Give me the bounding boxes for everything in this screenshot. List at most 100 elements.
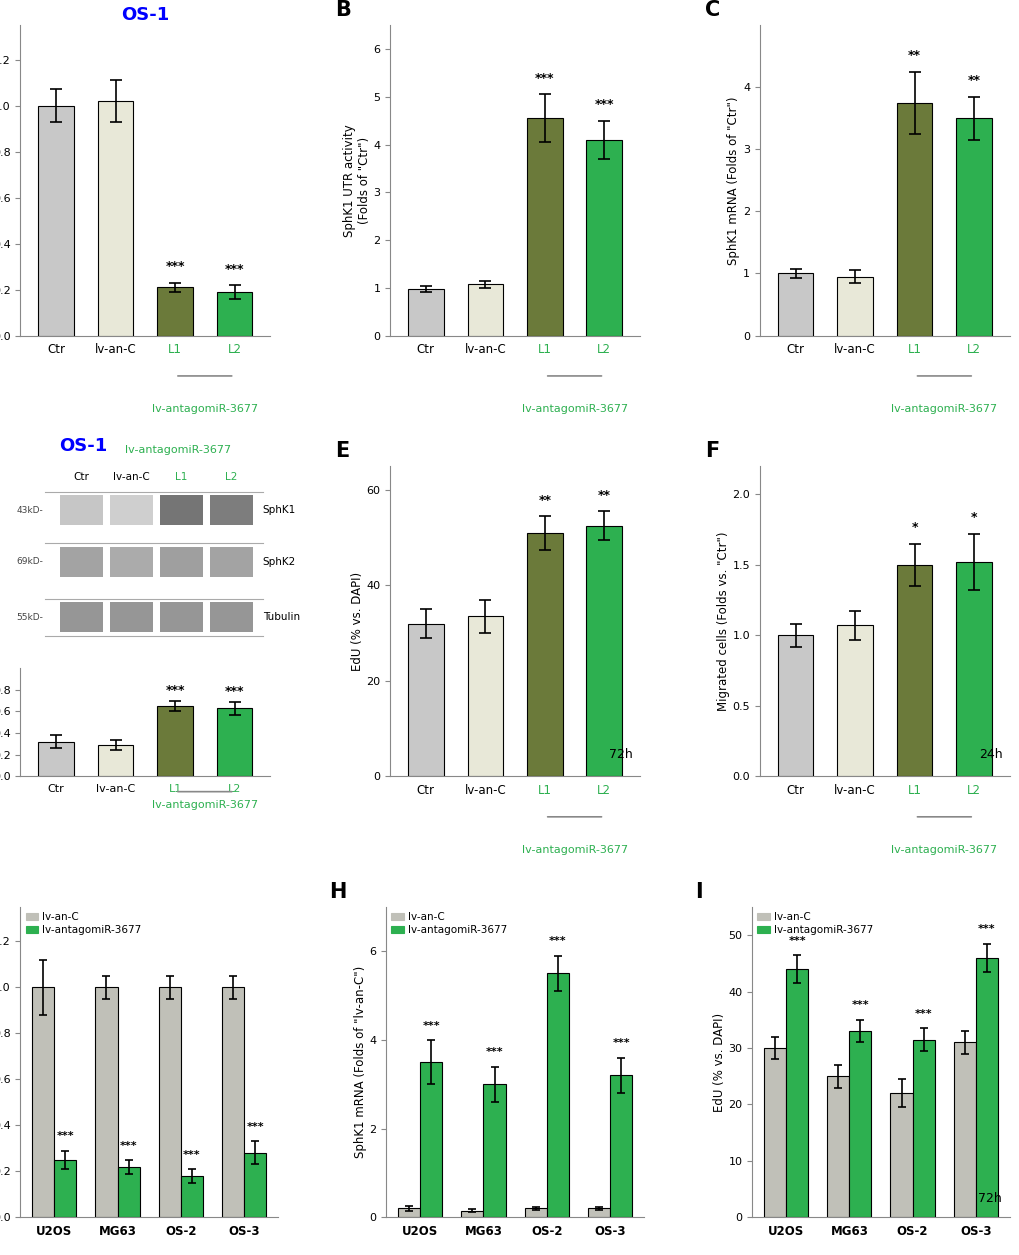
Text: ***: *** xyxy=(914,1009,931,1019)
Text: lv-antagomiR-3677: lv-antagomiR-3677 xyxy=(891,404,997,414)
Bar xyxy=(216,708,252,777)
Text: L1: L1 xyxy=(175,472,187,482)
Text: E: E xyxy=(335,442,350,461)
Text: ***: *** xyxy=(422,1020,439,1030)
Bar xyxy=(467,285,502,335)
Bar xyxy=(912,1039,933,1217)
Bar xyxy=(763,1048,786,1217)
Y-axis label: SphK1 UTR activity
(Folds of "Ctr"): SphK1 UTR activity (Folds of "Ctr") xyxy=(342,124,370,237)
Bar xyxy=(210,496,253,525)
Text: lv-antagomiR-3677: lv-antagomiR-3677 xyxy=(521,845,627,855)
Text: Ctr: Ctr xyxy=(73,472,90,482)
Bar xyxy=(527,533,562,777)
Bar xyxy=(54,1160,76,1217)
Bar xyxy=(420,1062,442,1217)
Text: lv-antagomiR-3677: lv-antagomiR-3677 xyxy=(152,801,258,811)
Text: **: ** xyxy=(538,493,551,507)
Bar xyxy=(38,105,73,335)
Text: ***: *** xyxy=(56,1131,74,1141)
Bar xyxy=(826,1077,849,1217)
Bar xyxy=(160,496,203,525)
Bar xyxy=(777,635,813,777)
Text: **: ** xyxy=(597,489,610,502)
Text: I: I xyxy=(695,882,702,902)
Text: L2: L2 xyxy=(225,472,237,482)
Bar xyxy=(110,547,153,576)
Bar xyxy=(786,969,807,1217)
Text: ***: *** xyxy=(165,684,184,698)
Text: ***: *** xyxy=(224,262,245,276)
Text: lv-antagomiR-3677: lv-antagomiR-3677 xyxy=(124,446,230,454)
Bar xyxy=(397,1209,420,1217)
Text: lv-antagomiR-3677: lv-antagomiR-3677 xyxy=(891,845,997,855)
Bar xyxy=(408,624,443,777)
Text: lv-an-C: lv-an-C xyxy=(113,472,150,482)
Text: **: ** xyxy=(967,74,979,87)
Y-axis label: Migrated cells (Folds vs. "Ctr"): Migrated cells (Folds vs. "Ctr") xyxy=(716,531,729,712)
Bar xyxy=(110,602,153,633)
Bar xyxy=(38,742,73,777)
Bar xyxy=(849,1032,870,1217)
Bar xyxy=(60,602,103,633)
Text: ***: *** xyxy=(594,98,613,112)
Bar xyxy=(524,1209,546,1217)
Bar xyxy=(586,526,622,777)
Bar xyxy=(461,1211,483,1217)
Bar xyxy=(896,565,931,777)
Bar xyxy=(180,1176,203,1217)
Text: 72h: 72h xyxy=(977,1192,1001,1205)
Text: C: C xyxy=(704,0,719,20)
Text: ***: *** xyxy=(788,935,805,945)
Text: F: F xyxy=(704,442,718,461)
Text: ***: *** xyxy=(485,1047,502,1057)
Bar xyxy=(98,745,133,777)
Text: lv-antagomiR-3677: lv-antagomiR-3677 xyxy=(152,404,258,414)
Text: 24h: 24h xyxy=(977,748,1002,761)
Text: ***: *** xyxy=(548,936,567,946)
Bar xyxy=(890,1093,912,1217)
Text: ***: *** xyxy=(247,1122,264,1132)
Text: SphK1: SphK1 xyxy=(263,506,296,516)
Text: H: H xyxy=(329,882,346,902)
Text: ***: *** xyxy=(183,1150,201,1160)
Bar xyxy=(160,602,203,633)
Text: ***: *** xyxy=(535,72,554,85)
Bar xyxy=(609,1076,632,1217)
Legend: lv-an-C, lv-antagomiR-3677: lv-an-C, lv-antagomiR-3677 xyxy=(757,912,872,935)
Text: ***: *** xyxy=(165,260,184,274)
Bar xyxy=(546,974,569,1217)
Text: *: * xyxy=(910,521,917,535)
Bar xyxy=(222,988,244,1217)
Text: 69kD-: 69kD- xyxy=(16,557,43,566)
Bar xyxy=(837,625,872,777)
Bar xyxy=(483,1084,505,1217)
Text: **: ** xyxy=(907,49,920,63)
Text: B: B xyxy=(335,0,351,20)
Text: ***: *** xyxy=(851,1000,868,1010)
Bar xyxy=(408,289,443,335)
Bar xyxy=(32,988,54,1217)
Bar xyxy=(117,1167,140,1217)
Text: lv-antagomiR-3677: lv-antagomiR-3677 xyxy=(521,404,627,414)
Bar xyxy=(96,988,117,1217)
Bar xyxy=(110,496,153,525)
Bar xyxy=(160,547,203,576)
Bar xyxy=(467,616,502,777)
Bar xyxy=(896,103,931,335)
Text: OS-1: OS-1 xyxy=(59,437,107,454)
Text: *: * xyxy=(970,511,976,525)
Bar xyxy=(587,1209,609,1217)
Bar xyxy=(975,958,998,1217)
Text: SphK2: SphK2 xyxy=(263,557,296,567)
Legend: lv-an-C, lv-antagomiR-3677: lv-an-C, lv-antagomiR-3677 xyxy=(391,912,506,935)
Bar xyxy=(210,602,253,633)
Bar xyxy=(837,276,872,335)
Text: 43kD-: 43kD- xyxy=(16,506,43,515)
Bar xyxy=(157,287,193,335)
Text: 72h: 72h xyxy=(608,748,632,761)
Bar xyxy=(953,1043,975,1217)
Bar xyxy=(527,118,562,335)
Bar xyxy=(159,988,180,1217)
Y-axis label: SphK1 mRNA (Folds of "Ctr"): SphK1 mRNA (Folds of "Ctr") xyxy=(727,97,740,265)
Text: Tubulin: Tubulin xyxy=(263,612,300,622)
